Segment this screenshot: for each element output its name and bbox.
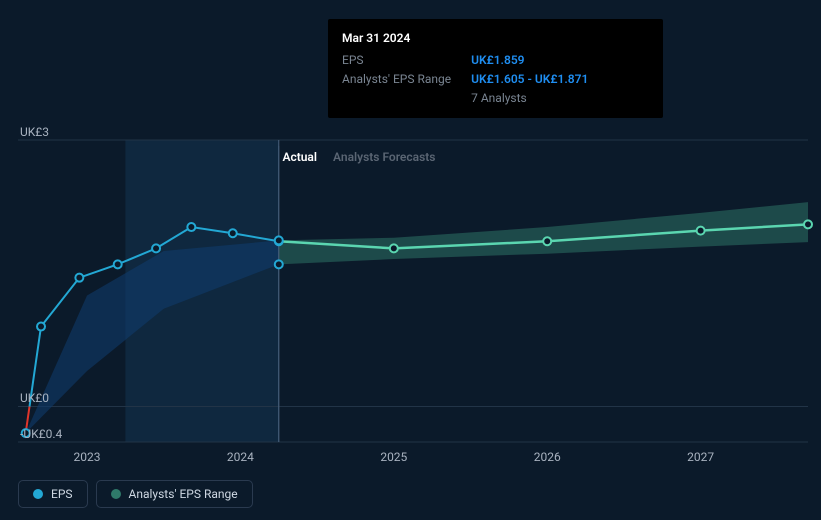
section-label-forecast: Analysts Forecasts bbox=[333, 150, 435, 164]
y-tick-label: UK£3 bbox=[20, 125, 49, 139]
tooltip-row-value: UK£1.859 bbox=[471, 51, 588, 70]
legend-item-label: EPS bbox=[51, 487, 73, 501]
x-tick-label: 2024 bbox=[227, 450, 254, 464]
x-tick-label: 2023 bbox=[74, 450, 101, 464]
tooltip-table: EPS UK£1.859 Analysts' EPS Range UK£1.60… bbox=[342, 51, 588, 108]
legend-item-eps-range[interactable]: Analysts' EPS Range bbox=[96, 480, 253, 508]
legend-item-eps[interactable]: EPS bbox=[18, 480, 88, 508]
tooltip-row-value: 7 Analysts bbox=[471, 89, 588, 108]
y-tick-label: -UK£0.4 bbox=[20, 427, 62, 441]
chart-legend: EPS Analysts' EPS Range bbox=[18, 480, 253, 508]
tooltip-row-key bbox=[342, 89, 471, 108]
x-tick-label: 2027 bbox=[687, 450, 714, 464]
tooltip-row-value: UK£1.605 - UK£1.871 bbox=[471, 70, 588, 89]
section-label-actual: Actual bbox=[282, 150, 317, 164]
legend-swatch-icon bbox=[111, 489, 121, 499]
legend-item-label: Analysts' EPS Range bbox=[129, 487, 238, 501]
y-tick-label: UK£0 bbox=[20, 391, 49, 405]
x-tick-label: 2025 bbox=[380, 450, 407, 464]
eps-chart: UK£3 UK£0 -UK£0.4 2023 2024 2025 2026 20… bbox=[0, 0, 821, 520]
tooltip-date: Mar 31 2024 bbox=[342, 29, 649, 47]
legend-swatch-icon bbox=[33, 489, 43, 499]
tooltip-row-key: EPS bbox=[342, 51, 471, 70]
tooltip-row-key: Analysts' EPS Range bbox=[342, 70, 471, 89]
chart-tooltip: Mar 31 2024 EPS UK£1.859 Analysts' EPS R… bbox=[328, 19, 663, 118]
x-tick-label: 2026 bbox=[534, 450, 561, 464]
